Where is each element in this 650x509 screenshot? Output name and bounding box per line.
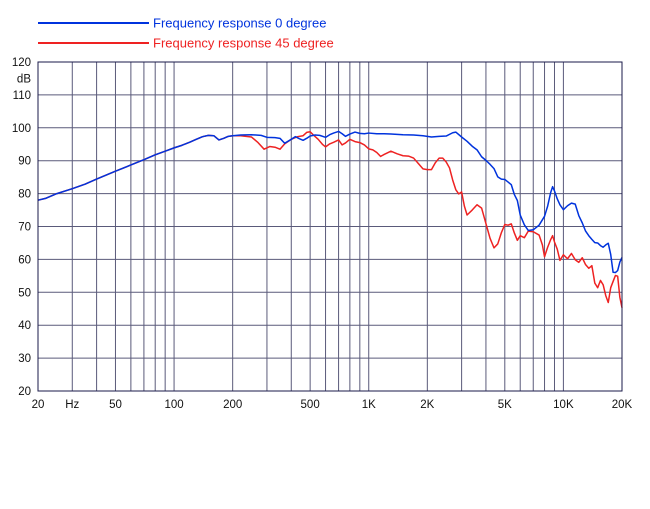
y-tick-label: 60 — [18, 254, 31, 266]
x-tick-label: 50 — [109, 399, 122, 411]
x-axis-tick-labels: 20 Hz 50 100 200 500 1K 2K 5K 10K 20K — [32, 399, 633, 411]
x-tick-label: 5K — [498, 399, 512, 411]
y-tick-label: 50 — [18, 287, 31, 299]
legend: Frequency response 0 degree Frequency res… — [38, 16, 334, 51]
y-tick-label: 70 — [18, 222, 31, 234]
x-tick-label: 20 — [32, 399, 45, 411]
x-tick-label: 10K — [553, 399, 574, 411]
x-tick-label: 2K — [420, 399, 434, 411]
y-axis-label: dB — [17, 73, 31, 85]
x-tick-label: 200 — [223, 399, 242, 411]
plot-border — [37, 61, 623, 392]
y-tick-label: 100 — [12, 123, 31, 135]
x-tick-label: 1K — [362, 399, 376, 411]
y-tick-label: 80 — [18, 189, 31, 201]
y-tick-label: 110 — [13, 90, 31, 102]
x-tick-label: 100 — [164, 399, 183, 411]
x-tick-label: Hz — [65, 399, 79, 411]
y-tick-label: 20 — [18, 386, 31, 398]
series-layer — [37, 130, 623, 308]
y-tick-label: 90 — [18, 156, 31, 168]
y-tick-label: 30 — [18, 353, 31, 365]
y-tick-label: 40 — [18, 320, 31, 332]
y-axis-tick-labels: 20 30 40 50 60 70 80 90 100 110 120 — [12, 57, 31, 398]
legend-label: Frequency response 0 degree — [153, 16, 326, 31]
y-tick-label: 120 — [12, 57, 31, 69]
x-tick-label: 500 — [301, 399, 320, 411]
legend-label: Frequency response 45 degree — [153, 36, 334, 51]
series-line — [37, 130, 623, 274]
x-tick-label: 20K — [612, 399, 633, 411]
